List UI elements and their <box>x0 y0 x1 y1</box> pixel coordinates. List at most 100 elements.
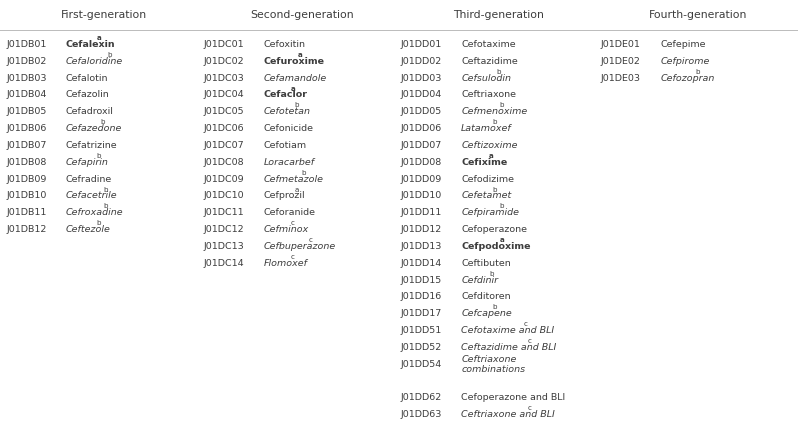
Text: b: b <box>500 102 504 108</box>
Text: J01DB10: J01DB10 <box>6 192 47 201</box>
Text: Third-generation: Third-generation <box>453 10 544 20</box>
Text: Cefixime: Cefixime <box>461 158 508 167</box>
Text: J01DB01: J01DB01 <box>6 40 47 49</box>
Text: b: b <box>294 102 299 108</box>
Text: b: b <box>489 271 493 277</box>
Text: Cefpiramide: Cefpiramide <box>461 208 519 217</box>
Text: J01DD03: J01DD03 <box>401 74 442 82</box>
Text: b: b <box>107 52 112 58</box>
Text: Ceftriaxone and BLI: Ceftriaxone and BLI <box>461 410 555 419</box>
Text: J01DB07: J01DB07 <box>6 141 47 150</box>
Text: a: a <box>291 85 296 91</box>
Text: Ceftibuten: Ceftibuten <box>461 259 511 268</box>
Text: J01DC06: J01DC06 <box>203 124 244 133</box>
Text: J01DD06: J01DD06 <box>401 124 442 133</box>
Text: b: b <box>104 187 108 192</box>
Text: J01DD15: J01DD15 <box>401 276 442 285</box>
Text: Cefacetrile: Cefacetrile <box>65 192 117 201</box>
Text: J01DC09: J01DC09 <box>203 175 244 184</box>
Text: J01DD51: J01DD51 <box>401 326 442 335</box>
Text: J01DE03: J01DE03 <box>601 74 641 82</box>
Text: Ceftriaxone: Ceftriaxone <box>461 355 516 364</box>
Text: b: b <box>97 153 101 159</box>
Text: J01DC10: J01DC10 <box>203 192 244 201</box>
Text: J01DE01: J01DE01 <box>601 40 641 49</box>
Text: Cefalexin: Cefalexin <box>65 40 115 49</box>
Text: b: b <box>496 69 500 75</box>
Text: J01DC05: J01DC05 <box>203 107 244 116</box>
Text: b: b <box>97 220 101 226</box>
Text: J01DB12: J01DB12 <box>6 225 47 234</box>
Text: Cefcapene: Cefcapene <box>461 309 512 318</box>
Text: J01DD63: J01DD63 <box>401 410 442 419</box>
Text: J01DC12: J01DC12 <box>203 225 244 234</box>
Text: J01DB11: J01DB11 <box>6 208 47 217</box>
Text: Cefdinir: Cefdinir <box>461 276 498 285</box>
Text: J01DD07: J01DD07 <box>401 141 442 150</box>
Text: b: b <box>492 305 497 310</box>
Text: Fourth-generation: Fourth-generation <box>649 10 748 20</box>
Text: Cefotaxime and BLI: Cefotaxime and BLI <box>461 326 555 335</box>
Text: Cefuroxime: Cefuroxime <box>263 57 324 66</box>
Text: J01DD54: J01DD54 <box>401 360 442 369</box>
Text: Cefodizime: Cefodizime <box>461 175 514 184</box>
Text: Cefozopran: Cefozopran <box>661 74 715 82</box>
Text: c: c <box>291 254 295 260</box>
Text: b: b <box>695 69 700 75</box>
Text: J01DC02: J01DC02 <box>203 57 244 66</box>
Text: J01DC04: J01DC04 <box>203 91 244 99</box>
Text: J01DB08: J01DB08 <box>6 158 47 167</box>
Text: Cefoperazone and BLI: Cefoperazone and BLI <box>461 393 566 402</box>
Text: J01DC13: J01DC13 <box>203 242 244 251</box>
Text: Cefatrizine: Cefatrizine <box>65 141 117 150</box>
Text: J01DB03: J01DB03 <box>6 74 47 82</box>
Text: Cefazedone: Cefazedone <box>65 124 122 133</box>
Text: J01DD17: J01DD17 <box>401 309 442 318</box>
Text: Ceftazidime and BLI: Ceftazidime and BLI <box>461 343 556 352</box>
Text: Cefpirome: Cefpirome <box>661 57 710 66</box>
Text: Ceforanide: Ceforanide <box>263 208 315 217</box>
Text: Loracarbef: Loracarbef <box>263 158 314 167</box>
Text: c: c <box>527 338 531 344</box>
Text: a: a <box>298 52 302 58</box>
Text: J01DD09: J01DD09 <box>401 175 442 184</box>
Text: b: b <box>500 203 504 209</box>
Text: J01DD04: J01DD04 <box>401 91 442 99</box>
Text: Cefepime: Cefepime <box>661 40 706 49</box>
Text: Ceftriaxone: Ceftriaxone <box>461 91 516 99</box>
Text: c: c <box>309 237 312 243</box>
Text: J01DD08: J01DD08 <box>401 158 442 167</box>
Text: J01DD11: J01DD11 <box>401 208 442 217</box>
Text: Cefetamet: Cefetamet <box>461 192 512 201</box>
Text: Cefotiam: Cefotiam <box>263 141 306 150</box>
Text: Second-generation: Second-generation <box>250 10 354 20</box>
Text: b: b <box>101 119 105 125</box>
Text: J01DD14: J01DD14 <box>401 259 442 268</box>
Text: Cefapirin: Cefapirin <box>65 158 109 167</box>
Text: J01DC07: J01DC07 <box>203 141 244 150</box>
Text: Cefmetazole: Cefmetazole <box>263 175 323 184</box>
Text: Cefbuperazone: Cefbuperazone <box>263 242 336 251</box>
Text: J01DD52: J01DD52 <box>401 343 442 352</box>
Text: Cefamandole: Cefamandole <box>263 74 326 82</box>
Text: Cefoxitin: Cefoxitin <box>263 40 306 49</box>
Text: Cefprozil: Cefprozil <box>263 192 305 201</box>
Text: b: b <box>302 170 306 176</box>
Text: J01DB09: J01DB09 <box>6 175 47 184</box>
Text: Ceftazidime: Ceftazidime <box>461 57 518 66</box>
Text: c: c <box>291 220 295 226</box>
Text: J01DE02: J01DE02 <box>601 57 641 66</box>
Text: Cefadroxil: Cefadroxil <box>65 107 113 116</box>
Text: Cefsulodin: Cefsulodin <box>461 74 512 82</box>
Text: Flomoxef: Flomoxef <box>263 259 307 268</box>
Text: Cefazolin: Cefazolin <box>65 91 109 99</box>
Text: Cefaclor: Cefaclor <box>263 91 307 99</box>
Text: Cefotetan: Cefotetan <box>263 107 310 116</box>
Text: J01DD05: J01DD05 <box>401 107 442 116</box>
Text: Latamoxef: Latamoxef <box>461 124 512 133</box>
Text: a: a <box>294 187 299 192</box>
Text: Cefminox: Cefminox <box>263 225 309 234</box>
Text: c: c <box>523 321 527 327</box>
Text: Cefditoren: Cefditoren <box>461 292 511 302</box>
Text: a: a <box>97 35 101 41</box>
